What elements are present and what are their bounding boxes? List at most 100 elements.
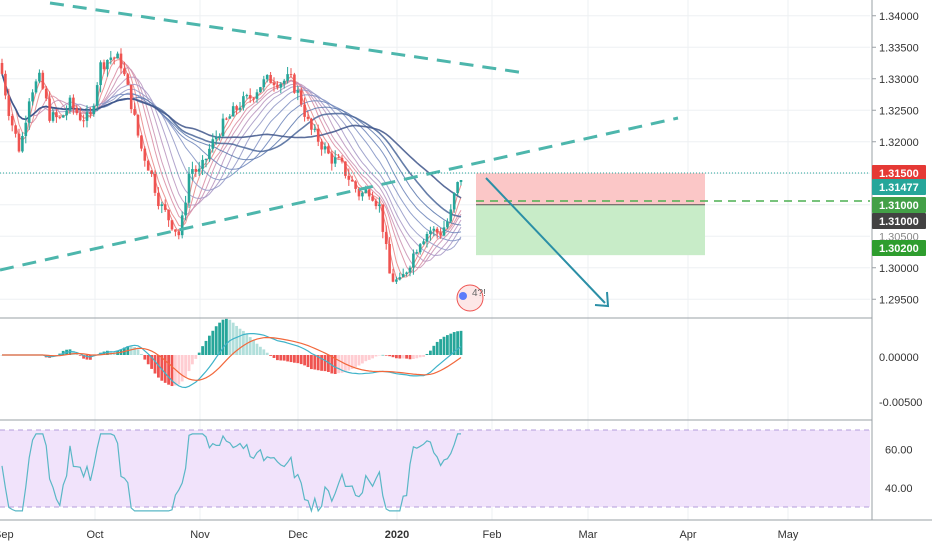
macd-histogram-bar [422, 355, 425, 357]
macd-histogram-bar [106, 350, 109, 355]
candle-body [95, 85, 99, 106]
candle-body [354, 181, 357, 189]
axes: 1.34000 1.33500 1.33000 1.32500 1.32000 1.300… [0, 0, 932, 541]
macd-histogram-bar [313, 355, 317, 370]
macd-histogram-bar [347, 355, 351, 371]
macd-histogram-bar [401, 355, 405, 359]
candle-body [330, 153, 334, 164]
candle-body [10, 115, 14, 126]
candle-body [65, 110, 68, 116]
candle-body [99, 62, 102, 86]
macd-histogram-bar [316, 355, 320, 371]
candle-body [140, 135, 143, 149]
candle-body [41, 72, 45, 89]
macd-histogram-bar [405, 355, 408, 359]
candle-body [242, 96, 245, 108]
candle-body [7, 95, 11, 116]
macd-histogram-bar [340, 355, 344, 373]
macd-histogram-bar [323, 355, 327, 372]
macd-histogram-bar [350, 355, 354, 369]
candle-body [146, 160, 150, 171]
candle-body [306, 116, 310, 119]
macd-histogram-bar [109, 350, 113, 355]
macd-histogram-bar [415, 355, 419, 359]
signal-line [2, 336, 462, 381]
candle-body [367, 189, 371, 197]
price-label-badge [872, 197, 926, 213]
candle-body [429, 230, 432, 234]
macd-histogram-bar [225, 318, 228, 355]
candle-body [425, 233, 429, 242]
macd-histogram-bar [238, 328, 242, 355]
price-tick-label: 1.34000 [879, 11, 919, 23]
moving-average-10 [1, 66, 462, 269]
macd-histogram-bar [367, 355, 371, 360]
candles [0, 48, 463, 284]
candle-body [299, 90, 303, 105]
trade-zones[interactable] [476, 173, 705, 256]
candle-body [34, 81, 38, 93]
time-tick-label: Oct [86, 529, 103, 541]
candle-body [262, 79, 266, 88]
rsi-pane [0, 419, 872, 513]
candle-body [0, 63, 4, 74]
candle-body [395, 279, 398, 282]
price-label-text: 1.31500 [879, 168, 919, 180]
macd-histogram-bar [442, 336, 446, 355]
macd-histogram-bar [211, 330, 215, 355]
candle-body [31, 92, 34, 102]
candle-body [350, 179, 354, 182]
candle-body [418, 244, 422, 253]
macd-histogram-bar [252, 340, 255, 355]
short-arrow [485, 177, 606, 304]
candle-body [82, 120, 85, 122]
macd-histogram-bar [82, 355, 85, 359]
price-label-text: 1.31000 [879, 200, 919, 212]
macd-histogram-bar [146, 355, 150, 365]
macd-histogram-bar [262, 349, 266, 355]
macd-histogram-bar [177, 355, 181, 385]
macd-histogram-bar [218, 322, 221, 355]
candle-body [435, 228, 439, 233]
macd-pane [0, 317, 872, 389]
candle-body [296, 90, 300, 93]
macd-histogram-bar [153, 355, 157, 374]
macd-histogram-bar [327, 355, 330, 372]
macd-histogram-bar [150, 355, 153, 369]
price-label-badge [872, 165, 926, 181]
candle-body [218, 136, 221, 138]
candle-body [24, 122, 28, 136]
moving-average-5 [1, 59, 462, 278]
candle-body [160, 204, 164, 207]
macd-histogram-bar [133, 346, 136, 355]
macd-histogram-bar [163, 355, 167, 383]
arrow-head [594, 291, 610, 308]
price-tick-label: 1.32000 [879, 137, 919, 149]
macd-histogram-bar [282, 355, 286, 361]
trend-lines[interactable] [0, 1, 870, 308]
upper-trend-line [49, 1, 526, 75]
moving-average-13 [1, 73, 462, 262]
macd-histogram-bar [374, 355, 378, 357]
candle-body [364, 189, 368, 193]
event-marker[interactable]: 4?! [456, 284, 486, 312]
candle-body [184, 202, 187, 216]
candle-body [92, 105, 96, 115]
macd-histogram-bar [269, 355, 272, 356]
candle-body [136, 114, 140, 136]
macd-histogram-bar [221, 319, 225, 355]
macd-histogram-bar [357, 355, 361, 366]
candle-body [381, 204, 385, 232]
macd-histogram-bar [289, 355, 293, 363]
candle-body [347, 175, 351, 180]
macd-histogram-bar [180, 355, 184, 382]
candle-body [432, 228, 436, 231]
candle-body [221, 118, 225, 137]
candle-body [72, 97, 75, 109]
moving-average-16 [1, 73, 462, 256]
candle-body [167, 209, 170, 221]
lower-trend-line [0, 116, 679, 272]
candle-body [320, 141, 323, 150]
